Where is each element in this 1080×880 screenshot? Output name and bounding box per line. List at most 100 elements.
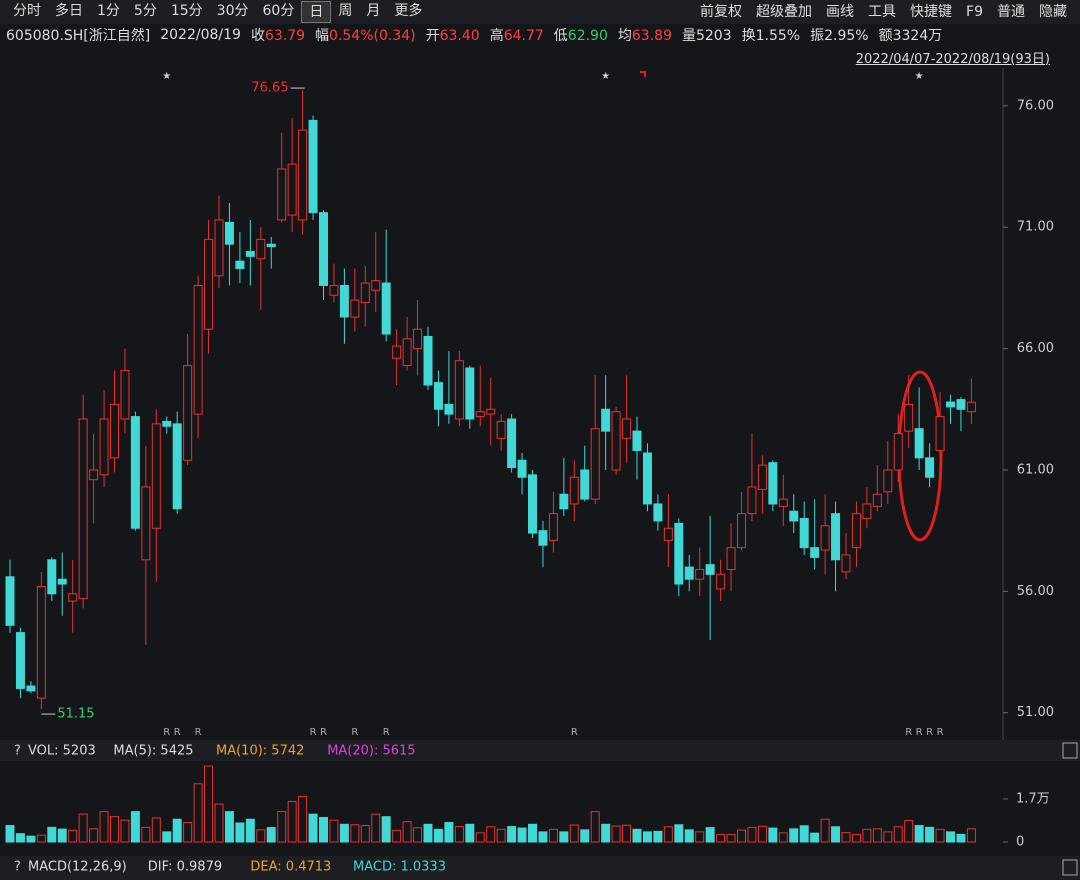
volume-bar (528, 823, 537, 843)
marker (640, 71, 646, 77)
volume-bar (914, 825, 924, 843)
volume-bar (465, 823, 475, 843)
tool-button[interactable]: F9 (966, 4, 983, 20)
volume-bar (632, 828, 642, 843)
quote-value: 64.77 (503, 28, 544, 44)
legend-item: DEA: 0.4713 (250, 860, 331, 875)
r-marker: R (937, 727, 944, 738)
volume-bar (162, 831, 172, 843)
period-tab[interactable]: 周 (338, 3, 353, 19)
volume-bar (360, 825, 370, 843)
volume-bar (47, 826, 57, 843)
candle-body (266, 243, 276, 248)
tools: 前复权 超级叠加 画线 工具 快捷键 F9 普通 隐藏 (693, 2, 1074, 22)
candle-body (110, 403, 119, 459)
volume-bar (935, 828, 945, 843)
tool-button[interactable]: 画线 (826, 4, 855, 20)
volume-bar (204, 765, 214, 843)
legend-item: MA(10): 5742 (216, 744, 304, 759)
volume-bar (851, 833, 861, 843)
quote-item: 低62.90 (554, 25, 608, 45)
volume-bar (663, 826, 673, 843)
volume-bar (130, 811, 140, 843)
volume-bar (36, 834, 46, 843)
volume-bar (5, 825, 15, 843)
period-tab[interactable]: 5分 (133, 3, 157, 19)
tool-button[interactable]: 隐藏 (1039, 4, 1067, 20)
r-marker: R (905, 727, 912, 738)
tool-button[interactable]: 普通 (997, 4, 1025, 20)
y-tick-label: 66.00 (1017, 341, 1054, 356)
volume-bar (757, 825, 767, 843)
period-tab[interactable]: 30分 (216, 3, 249, 19)
close-button[interactable] (1062, 859, 1078, 876)
close-button[interactable] (1062, 742, 1078, 759)
volume-bar (611, 825, 621, 843)
candle-body (684, 566, 694, 580)
volume-bar (726, 833, 736, 843)
volume-bar (862, 828, 872, 843)
candle-body (339, 284, 349, 318)
help-icon[interactable]: ? (14, 744, 21, 759)
volume-bar (141, 826, 151, 843)
period-tab[interactable]: 15分 (170, 3, 203, 19)
candle-body (193, 284, 203, 415)
tool-button[interactable]: 超级叠加 (756, 4, 813, 20)
candle-body (214, 219, 224, 277)
candle-body (705, 564, 715, 575)
period-tab[interactable]: 1分 (97, 3, 120, 19)
quote-item: 量5203 (682, 25, 732, 45)
volume-bar (559, 831, 569, 843)
candle-body (130, 416, 140, 529)
volume-bar (642, 831, 652, 843)
candle-body (496, 420, 506, 439)
quote-label: 量 (681, 28, 696, 44)
period-tab[interactable]: 日 (301, 1, 332, 23)
help-icon[interactable]: ? (14, 860, 21, 875)
period-tab[interactable]: 多日 (55, 3, 83, 19)
tool-button[interactable]: 前复权 (700, 4, 743, 20)
tool-button[interactable]: 快捷键 (910, 4, 953, 20)
volume-bar (402, 821, 412, 843)
r-marker: R (926, 727, 933, 738)
period-tab[interactable]: 60分 (262, 3, 295, 19)
period-tab[interactable]: 分时 (13, 3, 41, 19)
candle-body (287, 163, 297, 216)
candle-body (883, 469, 893, 493)
volume-bar (287, 801, 297, 843)
candle-body (726, 547, 736, 571)
volume-bar (507, 826, 517, 843)
panel-header (0, 740, 1080, 761)
quote-label: 振 (810, 28, 825, 44)
candle-body (663, 527, 673, 541)
volume-bar (26, 835, 36, 843)
candle-body (517, 459, 527, 478)
candle-body (528, 474, 537, 534)
period-tab[interactable]: 更多 (394, 3, 423, 19)
date-range[interactable]: 2022/04/07-2022/08/19(93日) (855, 51, 1050, 67)
volume-bar (590, 811, 600, 843)
volume-bar (946, 831, 955, 843)
y-tick-label: 51.00 (1017, 705, 1054, 720)
y-tick-label: 76.00 (1017, 98, 1054, 113)
volume-bar (214, 803, 224, 843)
volume-bar (371, 813, 381, 843)
period-tab[interactable]: 月 (366, 3, 381, 19)
volume-bar (768, 827, 778, 843)
volume-bar (308, 813, 318, 843)
candle-body (810, 547, 820, 558)
quote-item: 高64.77 (490, 25, 544, 45)
candle-body (632, 430, 642, 452)
volume-bar (89, 828, 99, 843)
volume-bar (674, 824, 684, 843)
candle-body (559, 493, 569, 510)
candle-body (674, 522, 684, 585)
volume-bar (569, 824, 579, 843)
candle-body (308, 119, 318, 214)
volume-bar (872, 828, 882, 843)
tool-button[interactable]: 工具 (868, 4, 897, 20)
candle-body (946, 401, 955, 408)
volume-bar (580, 829, 590, 843)
volume-bar (747, 826, 757, 843)
